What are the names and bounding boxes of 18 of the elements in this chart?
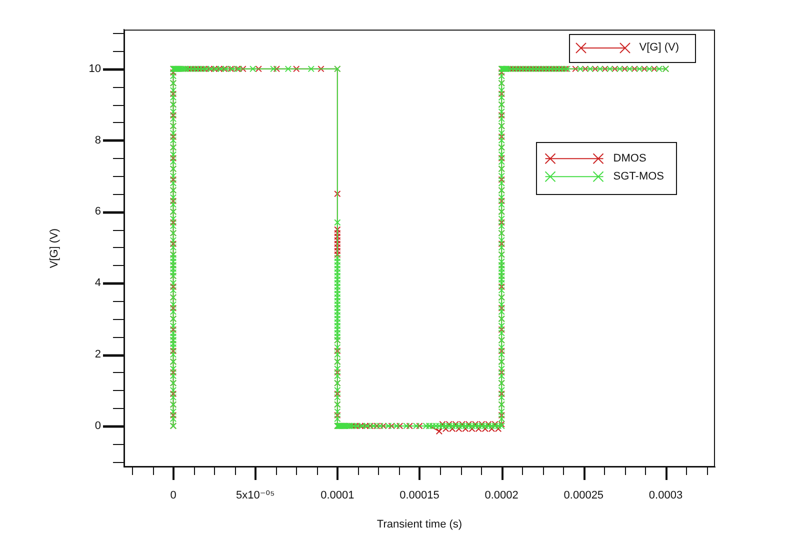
x-tick-label: 5x10⁻⁰⁵: [236, 490, 275, 502]
x-tick-label: 0.00025: [564, 490, 604, 502]
x-axis-title: Transient time (s): [376, 518, 462, 530]
x-tick-label: 0: [170, 490, 176, 502]
y-tick-label: 10: [88, 62, 101, 75]
y-tick-label: 4: [94, 277, 101, 290]
y-tick-label: 6: [94, 206, 101, 218]
y-tick-label: 8: [94, 134, 101, 146]
legend-label: SGT-MOS: [613, 170, 664, 183]
legend-label: DMOS: [613, 152, 646, 165]
x-tick-label: 0.0003: [648, 490, 683, 502]
y-axis-title: V[G] (V): [48, 228, 61, 268]
legend-title: V[G] (V): [639, 42, 680, 54]
y-tick-label: 0: [94, 420, 101, 432]
y-tick-label: 2: [94, 348, 101, 361]
x-tick-label: 0.00015: [400, 490, 440, 502]
x-tick-label: 0.0002: [484, 490, 518, 502]
x-tick-label: 0.0001: [320, 490, 354, 502]
